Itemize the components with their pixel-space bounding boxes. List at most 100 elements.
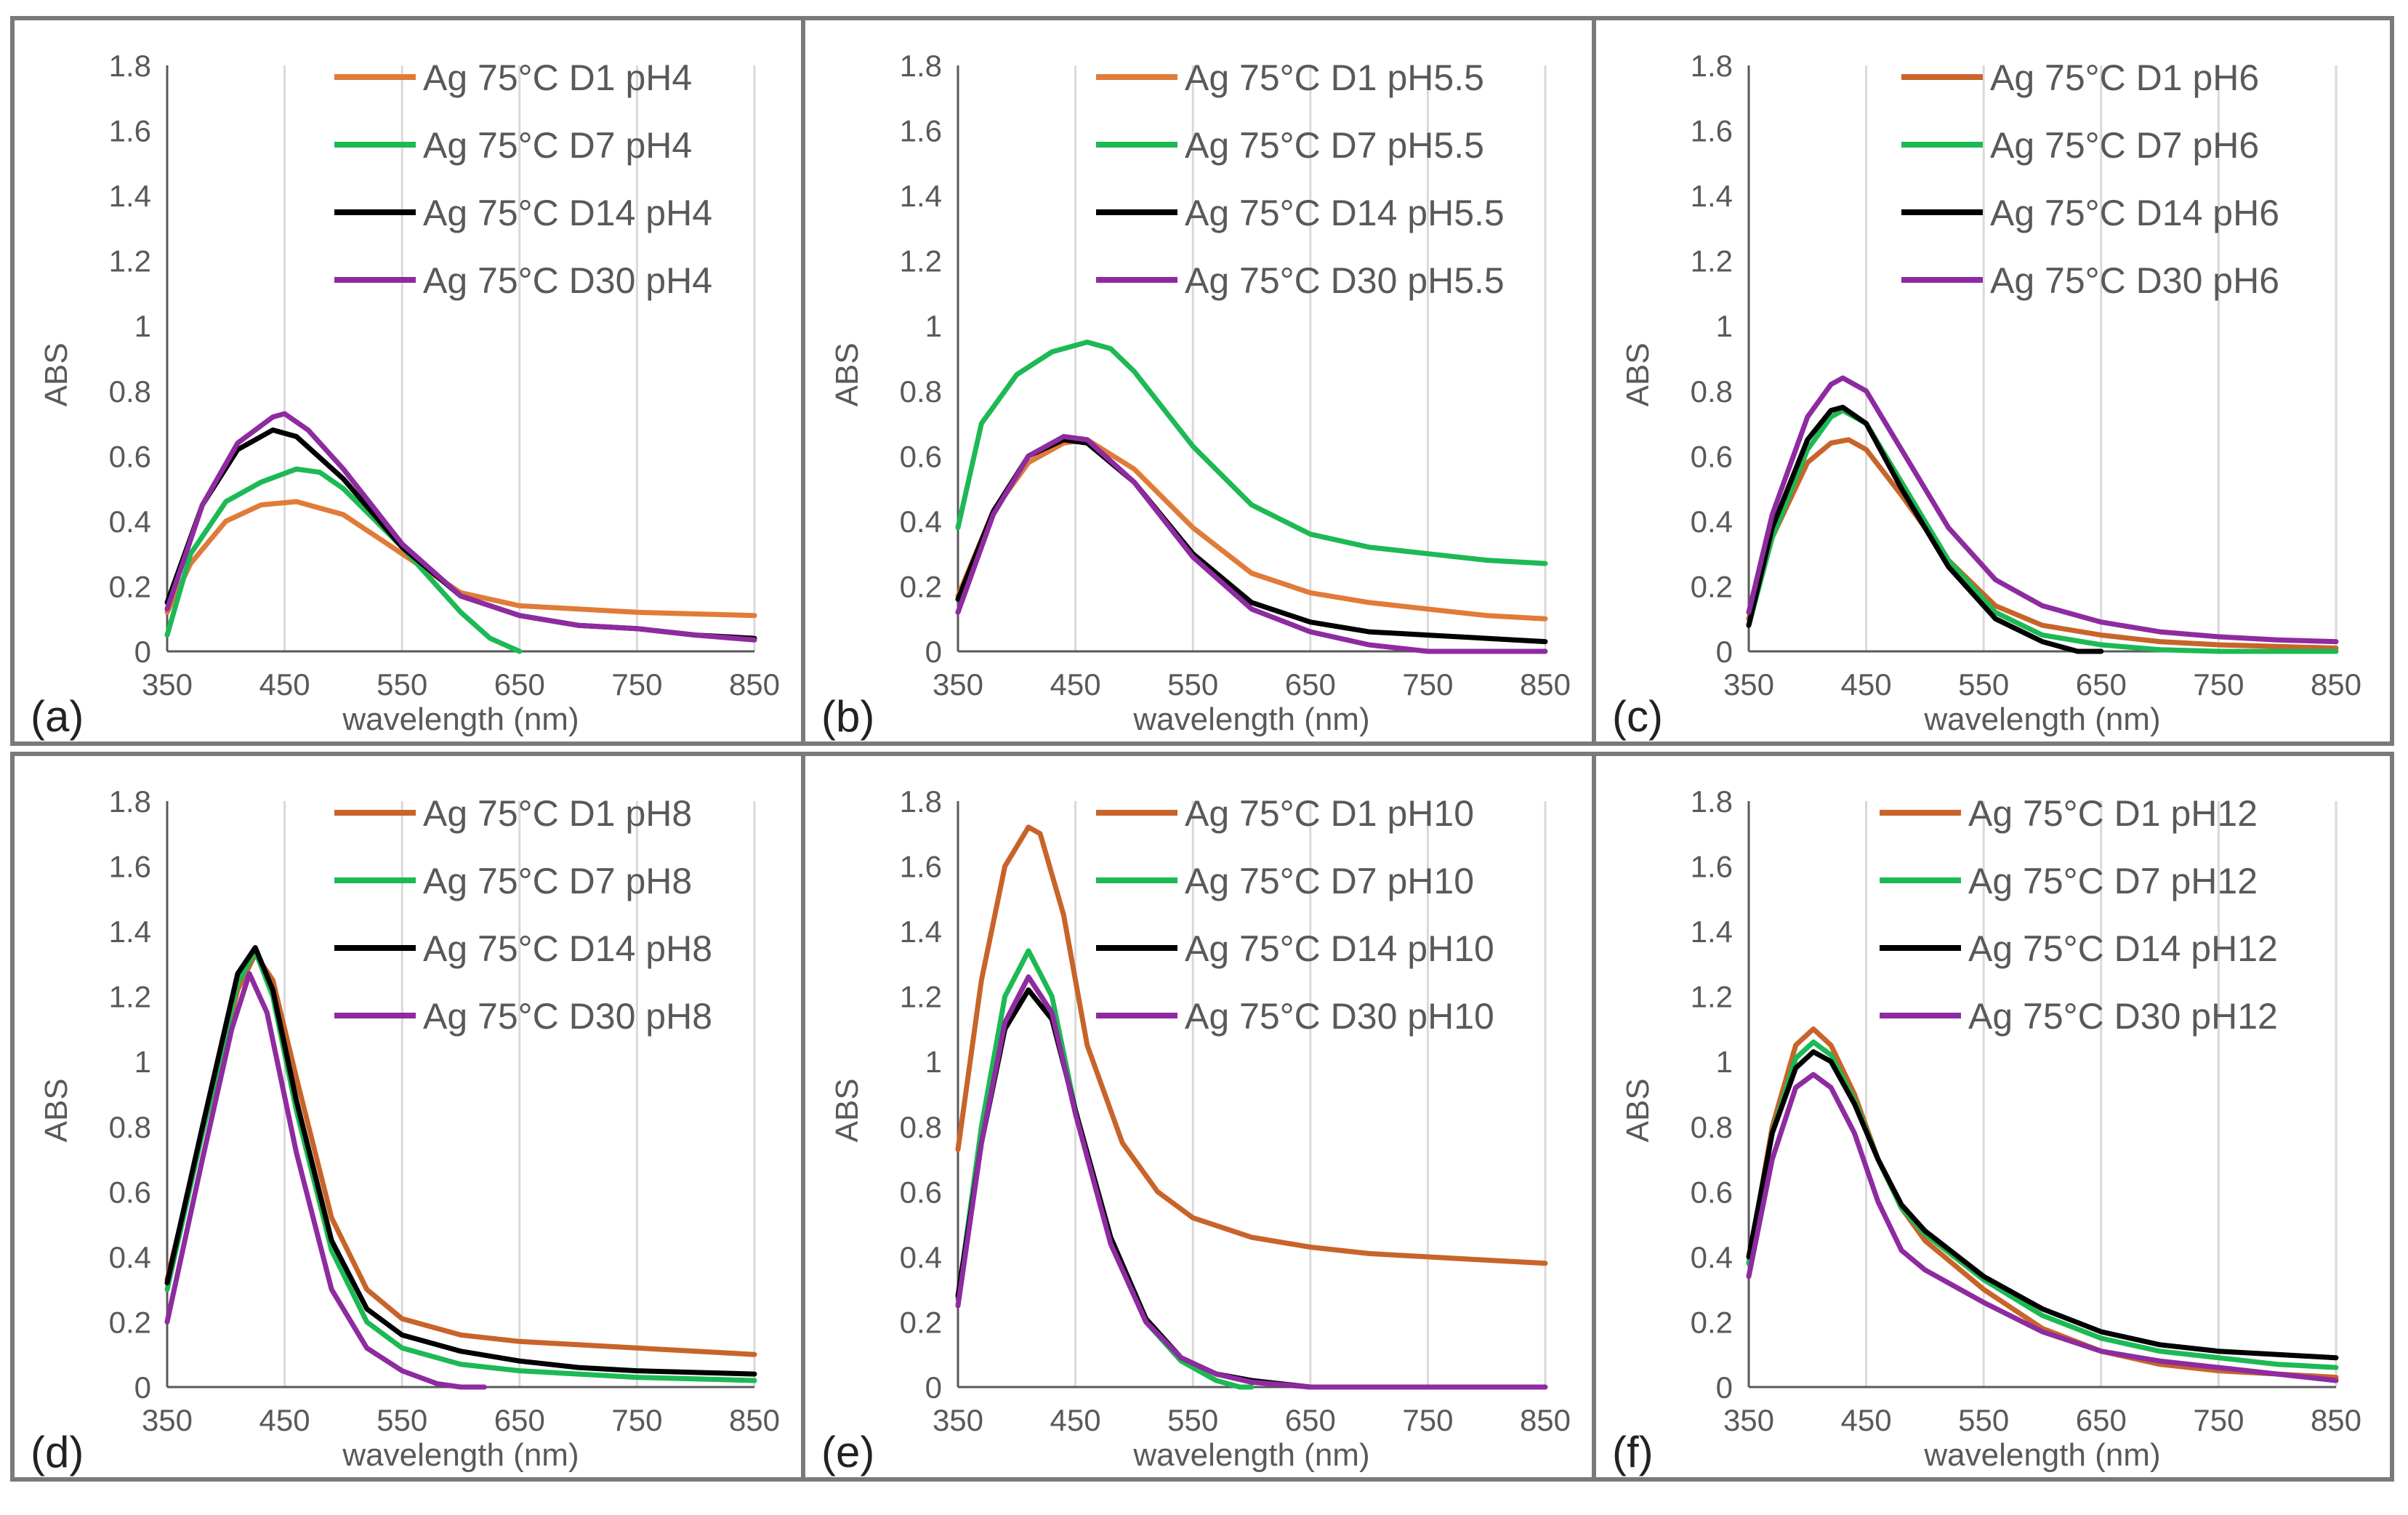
x-tick-label: 750: [2193, 667, 2244, 702]
y-tick-label: 0.2: [109, 1305, 151, 1339]
x-tick-label: 350: [1723, 667, 1774, 702]
chart-svg: 350 450 550 650 750 850 0 0.2 0.4 0.6 0.8 1 1.2 1.4 1.…: [31, 49, 780, 741]
x-tick-label: 850: [729, 1403, 780, 1437]
y-tick-label: 0.4: [109, 1240, 151, 1274]
legend-entry: Ag 75°C D1 pH4: [423, 57, 692, 98]
x-tick-label: 550: [1958, 667, 2009, 702]
y-axis-title: ABS: [829, 342, 865, 406]
series-line-d14: [164, 945, 757, 1377]
legend-entry: Ag 75°C D14 pH6: [1990, 193, 2279, 233]
y-tick-label: 0: [134, 635, 151, 669]
y-tick-label: 0.8: [1691, 374, 1733, 409]
legend-entry: Ag 75°C D1 pH10: [1185, 793, 1474, 834]
y-tick-label: 0.2: [900, 569, 942, 603]
x-axis-title: wavelength (nm): [342, 702, 579, 737]
y-tick-label: 0.6: [900, 1175, 942, 1209]
series-line-d30: [164, 411, 757, 643]
panel-label: (b): [821, 692, 874, 741]
panel-label: (f): [1612, 1428, 1654, 1476]
chart-svg: 350 450 550 650 750 850 0 0.2 0.4 0.6 0.8 1 1.2 1.4 1.…: [821, 784, 1571, 1476]
legend-entry: Ag 75°C D14 pH10: [1185, 928, 1494, 969]
y-tick-label: 0.2: [109, 569, 151, 603]
y-tick-label: 0.6: [109, 439, 151, 473]
legend-entry: Ag 75°C D7 pH5.5: [1185, 125, 1484, 166]
y-tick-label: 1.4: [900, 179, 942, 213]
x-axis-title: wavelength (nm): [1923, 1437, 2160, 1473]
y-tick-label: 0.8: [109, 374, 151, 409]
y-tick-label: 0.6: [1691, 439, 1733, 473]
y-tick-label: 0.8: [900, 1110, 942, 1144]
y-tick-label: 0.8: [1691, 1110, 1733, 1144]
legend-entry: Ag 75°C D14 pH12: [1968, 928, 2278, 969]
y-tick-label: 0: [1716, 1370, 1733, 1405]
x-tick-label: 450: [259, 1403, 310, 1437]
y-tick-label: 0.2: [1691, 569, 1733, 603]
x-tick-label: 850: [1520, 667, 1571, 702]
y-tick-label: 1.4: [1691, 179, 1733, 213]
y-tick-label: 1: [134, 1045, 151, 1079]
y-tick-label: 0.8: [109, 1110, 151, 1144]
x-tick-label: 450: [259, 667, 310, 702]
y-tick-label: 0: [134, 1370, 151, 1405]
panel-label: (c): [1612, 692, 1663, 741]
x-tick-label: 650: [494, 1403, 545, 1437]
series-line-d30: [955, 434, 1548, 654]
series-line-d7: [955, 339, 1548, 566]
legend-entry: Ag 75°C D1 pH5.5: [1185, 57, 1484, 98]
y-tick-label: 1.8: [900, 49, 942, 83]
legend-entry: Ag 75°C D14 pH4: [423, 193, 712, 233]
y-tick-label: 0.2: [1691, 1305, 1733, 1339]
series-line-d1: [1746, 1026, 2339, 1381]
series-line-d7: [1746, 1039, 2339, 1370]
x-tick-label: 650: [2076, 667, 2127, 702]
y-tick-label: 1: [134, 309, 151, 343]
y-tick-label: 1.4: [109, 915, 151, 949]
series-line-d30: [164, 971, 487, 1390]
legend-entry: Ag 75°C D14 pH8: [423, 928, 712, 969]
x-tick-label: 350: [142, 1403, 193, 1437]
y-tick-label: 0.4: [109, 505, 151, 539]
x-tick-label: 750: [1402, 1403, 1453, 1437]
legend-entry: Ag 75°C D30 pH6: [1990, 260, 2279, 301]
y-axis-title: ABS: [39, 1078, 74, 1142]
legend-entry: Ag 75°C D1 pH12: [1968, 793, 2258, 834]
y-tick-label: 0.4: [900, 505, 942, 539]
x-axis-title: wavelength (nm): [1923, 702, 2160, 737]
y-tick-label: 0.8: [900, 374, 942, 409]
series-line-d30: [955, 974, 1548, 1390]
chart-panel-e: 350 450 550 650 750 850 0 0.2 0.4 0.6 0.8 1 1.2 1.4 1.…: [801, 752, 1603, 1482]
y-tick-label: 1.2: [109, 980, 151, 1014]
x-tick-label: 450: [1841, 1403, 1892, 1437]
series-line-d14: [1746, 404, 2104, 654]
chart-svg: 350 450 550 650 750 850 0 0.2 0.4 0.6 0.8 1 1.2 1.4 1.…: [1612, 784, 2361, 1476]
y-axis-title: ABS: [1620, 1078, 1656, 1142]
y-tick-label: 1.8: [900, 784, 942, 819]
y-tick-label: 0.4: [1691, 505, 1733, 539]
x-tick-label: 450: [1050, 667, 1101, 702]
y-tick-label: 1.6: [900, 114, 942, 148]
y-tick-label: 0: [925, 1370, 942, 1405]
y-tick-label: 1.2: [900, 244, 942, 278]
x-tick-label: 450: [1050, 1403, 1101, 1437]
y-axis-title: ABS: [39, 342, 74, 406]
y-tick-label: 1: [1716, 309, 1733, 343]
x-tick-label: 650: [1285, 1403, 1336, 1437]
y-tick-label: 1.2: [1691, 244, 1733, 278]
y-tick-label: 1.4: [109, 179, 151, 213]
legend-entry: Ag 75°C D14 pH5.5: [1185, 193, 1505, 233]
series-line-d14: [955, 987, 1372, 1390]
y-tick-label: 0: [1716, 635, 1733, 669]
series-line-d1: [164, 952, 757, 1357]
x-tick-label: 750: [611, 1403, 662, 1437]
x-tick-label: 550: [376, 667, 427, 702]
legend-entry: Ag 75°C D1 pH8: [423, 793, 692, 834]
panel-label: (d): [31, 1428, 84, 1476]
legend-entry: Ag 75°C D30 pH5.5: [1185, 260, 1505, 301]
x-tick-label: 850: [729, 667, 780, 702]
chart-panel-c: 350 450 550 650 750 850 0 0.2 0.4 0.6 0.8 1 1.2 1.4 1.…: [1592, 16, 2394, 746]
x-axis-title: wavelength (nm): [1132, 1437, 1369, 1473]
series-line-d7: [164, 948, 757, 1383]
x-tick-label: 350: [142, 667, 193, 702]
series-line-d14: [1746, 1049, 2339, 1361]
y-tick-label: 0.6: [900, 439, 942, 473]
